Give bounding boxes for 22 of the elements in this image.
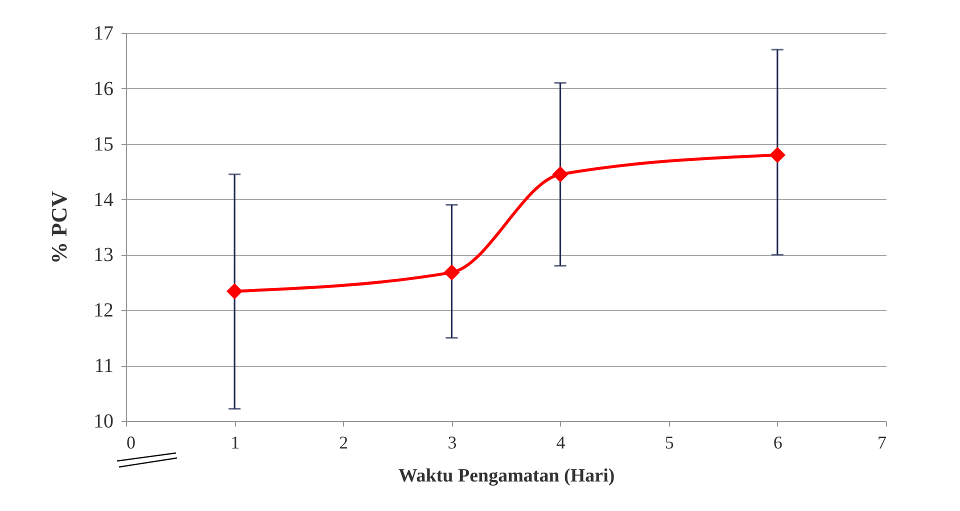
y-tick-label: 15 xyxy=(94,133,114,156)
y-tick-label: 10 xyxy=(94,410,114,432)
x-axis-title: Waktu Pengamatan (Hari) xyxy=(398,466,615,486)
y-tick-label: 14 xyxy=(94,188,114,211)
y-tick-label: 11 xyxy=(94,355,114,378)
y-tick-label: 16 xyxy=(94,78,114,100)
point xyxy=(769,146,786,164)
x-tick-label: 7 xyxy=(878,432,886,452)
point xyxy=(226,283,243,300)
x-tick-label: 4 xyxy=(556,432,566,452)
point xyxy=(552,166,568,182)
y-axis-title: % PCV xyxy=(46,191,72,264)
y-tick-label: 13 xyxy=(94,244,114,266)
y-tick-label: 12 xyxy=(94,300,114,322)
x-tick-label: 1 xyxy=(230,432,240,452)
x-tick-label: 0 xyxy=(126,432,136,452)
x-tick-label: 5 xyxy=(664,432,674,452)
x-tick-label: 3 xyxy=(448,432,457,452)
x-tick-label: 6 xyxy=(773,432,782,452)
point xyxy=(444,264,460,281)
x-tick-label: 2 xyxy=(339,432,348,452)
y-tick-label: 17 xyxy=(94,22,114,44)
